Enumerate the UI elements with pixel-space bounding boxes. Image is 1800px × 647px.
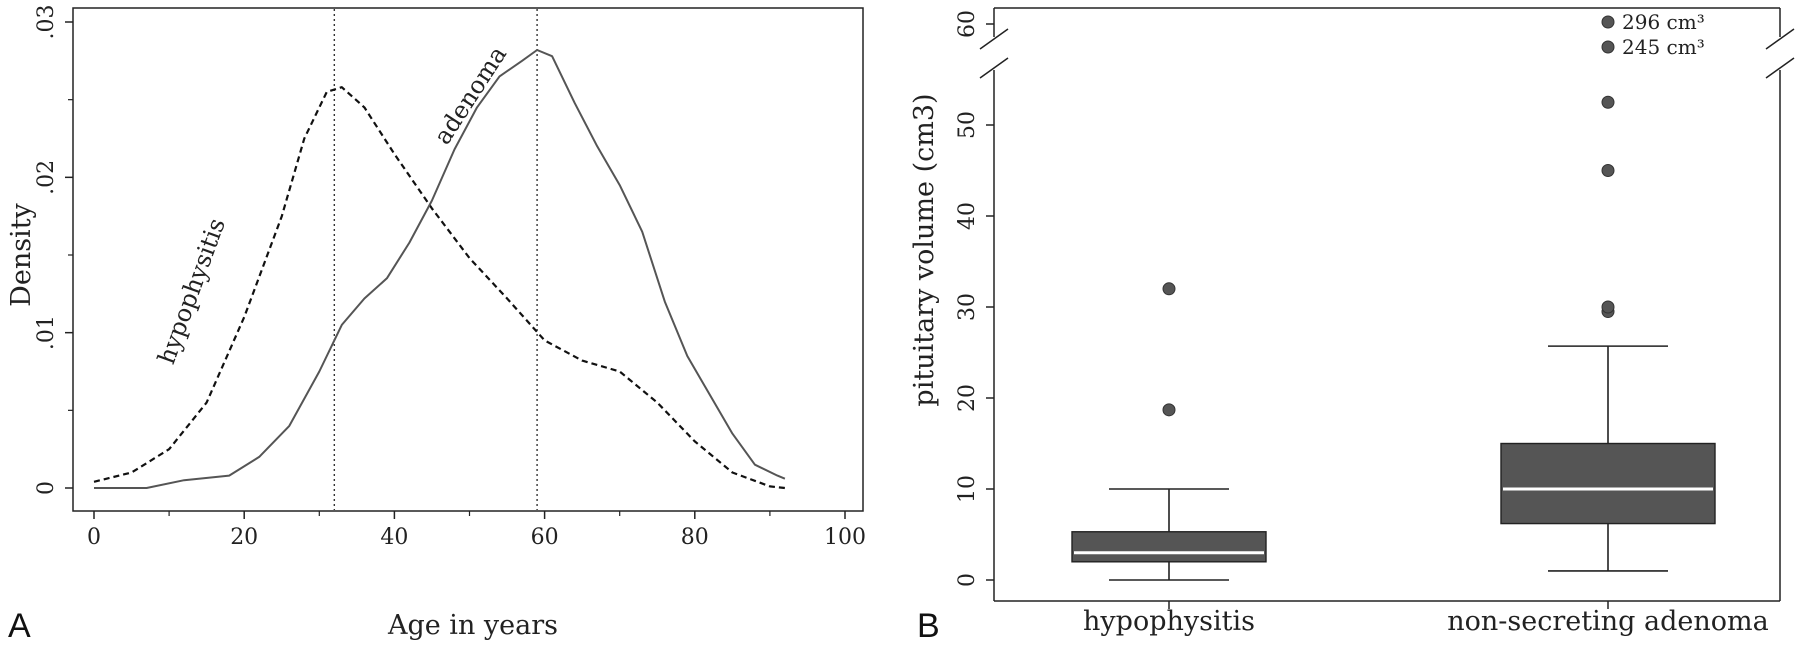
- y-tick-label: .03: [34, 5, 59, 40]
- y-tick-label: .02: [34, 160, 59, 195]
- outlier-point: [1162, 403, 1176, 417]
- box-hypophysitis: [1071, 282, 1267, 581]
- x-tick-label: 100: [824, 525, 866, 550]
- panel-letter-b: B: [917, 607, 940, 645]
- axis-break-mark: [1765, 28, 1795, 50]
- category-label: non-secreting adenoma: [1447, 606, 1768, 637]
- density-x-ticks: 0 20 40 60 80 100: [87, 511, 866, 550]
- x-tick-label: 20: [230, 525, 258, 550]
- broken-axis-outlier-point: [1601, 15, 1615, 29]
- outlier-point: [1601, 164, 1615, 177]
- boxplot-y-axis-title: pituitary volume (cm3): [909, 93, 940, 406]
- series-line-adenoma: [94, 49, 786, 489]
- y-tick-label: 0: [34, 481, 59, 495]
- broken-axis-outlier-label: 296 cm³: [1622, 10, 1705, 34]
- axis-break-mark: [979, 28, 1009, 50]
- series-line-hypophysitis: [93, 86, 786, 490]
- boxplot-category-labels: hypophysitis non-secreting adenoma: [1083, 601, 1769, 637]
- axis-break-mark: [979, 57, 1009, 79]
- category-label: hypophysitis: [1083, 606, 1255, 637]
- y-tick-label: 0: [955, 573, 980, 587]
- y-tick-label: .01: [34, 315, 59, 350]
- density-y-axis-title: Density: [6, 202, 37, 306]
- box-non-secreting adenoma: [1500, 95, 1716, 572]
- boxplot-panel: 0 10 20 30 40 50 60 hypophysitis non-secreting …: [909, 7, 1795, 645]
- iqr-box: [1500, 442, 1716, 525]
- x-tick-label: 80: [681, 525, 709, 550]
- y-tick-label: 10: [955, 475, 980, 503]
- y-tick-label: 30: [955, 293, 980, 321]
- density-plot-frame: [72, 7, 864, 512]
- iqr-box: [1071, 531, 1267, 563]
- axis-break-mark: [1765, 57, 1795, 79]
- density-panel: 0 20 40 60 80 100 0 .01 .02 .03 hypophysitis aden…: [6, 5, 866, 646]
- y-tick-label: 40: [955, 202, 980, 230]
- boxplot-boxes: [1071, 95, 1716, 581]
- boxplot-y-ticks: 0 10 20 30 40 50 60: [955, 10, 994, 587]
- density-curves: [93, 49, 786, 490]
- y-tick-label: 20: [955, 384, 980, 412]
- y-tick-label-broken: 60: [955, 10, 980, 38]
- broken-axis-outlier-label: 245 cm³: [1622, 35, 1705, 59]
- outlier-point: [1601, 300, 1615, 314]
- panel-letter-a: A: [8, 607, 31, 645]
- x-tick-label: 60: [531, 525, 559, 550]
- boxplot-frame: [979, 7, 1795, 602]
- curve-label: hypophysitis: [152, 214, 231, 367]
- reference-lines: [333, 9, 538, 510]
- density-x-axis-title: Age in years: [387, 610, 558, 641]
- y-tick-label: 50: [955, 111, 980, 139]
- x-tick-label: 40: [380, 525, 408, 550]
- density-y-ticks: 0 .01 .02 .03: [34, 5, 73, 495]
- outlier-point: [1601, 95, 1615, 109]
- outlier-point: [1162, 282, 1176, 296]
- curve-label: adenoma: [428, 41, 512, 149]
- x-tick-label: 0: [87, 525, 101, 550]
- broken-axis-outlier-point: [1601, 40, 1615, 54]
